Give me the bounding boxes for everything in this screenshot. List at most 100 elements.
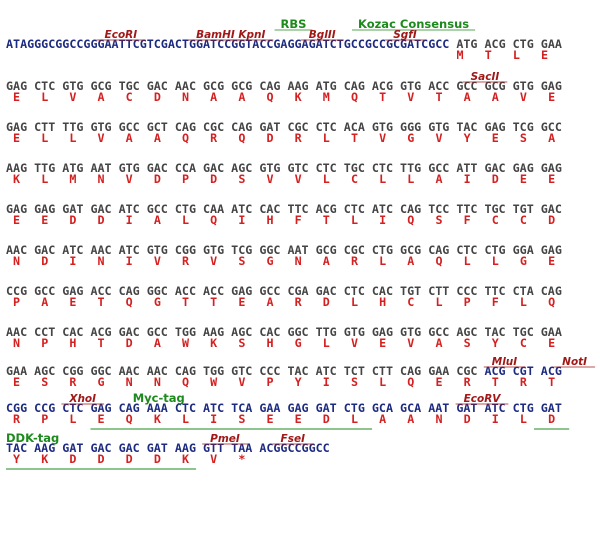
amino-acid: Q xyxy=(548,295,555,309)
amino-acid: M xyxy=(457,48,464,62)
amino-acid: G xyxy=(154,295,161,309)
amino-acid: D xyxy=(69,213,76,227)
amino-acid: T xyxy=(435,90,442,104)
amino-acid: N xyxy=(435,412,442,426)
amino-acid: I xyxy=(464,172,471,186)
amino-acid: C xyxy=(520,336,527,350)
site-label: MluI xyxy=(492,356,518,368)
amino-acid: Q xyxy=(266,90,273,104)
amino-acid: D xyxy=(154,90,161,104)
amino-acid: A xyxy=(464,90,471,104)
amino-acid: V xyxy=(295,172,302,186)
amino-acid: I xyxy=(492,412,499,426)
tag-label: DDK-tag xyxy=(6,431,59,445)
amino-acid: Q xyxy=(407,213,414,227)
amino-acid: D xyxy=(323,412,330,426)
site-label: KpnI xyxy=(238,29,265,41)
amino-acid: S xyxy=(238,412,245,426)
dna-segment: CCG GCC GAG ACC CAG GGC ACC ACC GAG GCC … xyxy=(6,284,562,298)
amino-acid: L xyxy=(351,412,358,426)
amino-acid: V xyxy=(238,375,245,389)
site-label: BamHI xyxy=(196,29,235,41)
amino-acid: V xyxy=(98,131,105,145)
amino-acid: E xyxy=(520,172,527,186)
amino-acid: W xyxy=(182,336,190,350)
amino-acid: T xyxy=(548,375,555,389)
dna-sequence: AAC CCT CAC ACG GAC GCC TGG AAG AGC CAC … xyxy=(6,325,562,339)
amino-acid: E xyxy=(541,48,548,62)
amino-acid: L xyxy=(492,254,499,268)
amino-acid: L xyxy=(407,172,414,186)
amino-acid: D xyxy=(154,452,161,466)
amino-acid: A xyxy=(154,336,161,350)
amino-acid: E xyxy=(548,336,555,350)
amino-acid: D xyxy=(492,172,499,186)
amino-acid: A xyxy=(323,254,330,268)
dna-segment: CGG CCG CTC GAG CAG AAA CTC ATC TCA GAA … xyxy=(6,401,562,415)
amino-acid: Q xyxy=(407,375,414,389)
amino-acid: E xyxy=(548,90,555,104)
amino-acid: A xyxy=(548,131,555,145)
amino-acid: I xyxy=(238,213,245,227)
amino-acid: A xyxy=(435,336,442,350)
site-label: BglII xyxy=(309,29,336,41)
amino-acid: N xyxy=(182,90,189,104)
amino-acid: G xyxy=(407,131,414,145)
dna-sequence: GAG CTT TTG GTG GCC GCT CAG CGC CAG GAT … xyxy=(6,120,562,134)
dna-segment: ATG ACG CTG GAA xyxy=(449,37,562,51)
amino-acid: L xyxy=(323,336,330,350)
dna-sequence: GAG CTC GTG GCG TGC GAC AAC GCG GCG CAG … xyxy=(6,79,562,93)
amino-acid: M xyxy=(323,90,330,104)
amino-acid: T xyxy=(182,295,189,309)
amino-acid: T xyxy=(492,375,499,389)
amino-acid: D xyxy=(126,452,133,466)
dna-sequence: GAG GAG GAT GAC ATC GCC CTG CAA ATC CAC … xyxy=(6,202,562,216)
amino-acid: P xyxy=(464,295,471,309)
amino-acid: L xyxy=(41,172,48,186)
amino-acid: L xyxy=(323,172,330,186)
dna-segment: AAG TTG ATG AAT GTG GAC CCA GAC AGC GTG … xyxy=(6,161,562,175)
amino-acid: K xyxy=(182,452,189,466)
amino-acid: E xyxy=(69,295,76,309)
amino-acid: L xyxy=(182,412,189,426)
site-label: EcoRV xyxy=(464,393,502,405)
amino-acid: R xyxy=(295,295,303,309)
amino-acid: L xyxy=(41,131,48,145)
dna-sequence: CCG GCC GAG ACC CAG GGC ACC ACC GAG GCC … xyxy=(6,284,562,298)
amino-acid: S xyxy=(41,375,48,389)
amino-acid: Q xyxy=(182,375,189,389)
amino-acid: L xyxy=(520,412,527,426)
amino-acid: D xyxy=(126,336,133,350)
amino-acid: R xyxy=(520,375,528,389)
amino-acid: Q xyxy=(126,295,133,309)
site-label: NotI xyxy=(562,356,587,368)
amino-acid: R xyxy=(69,375,77,389)
amino-acid: D xyxy=(548,412,555,426)
amino-acid: V xyxy=(435,131,442,145)
amino-acid: I xyxy=(126,254,133,268)
amino-acid: E xyxy=(98,412,105,426)
amino-acid: L xyxy=(351,295,358,309)
amino-acid: D xyxy=(548,213,555,227)
amino-acid: L xyxy=(435,295,442,309)
amino-acid: C xyxy=(126,90,133,104)
amino-acid: C xyxy=(351,172,358,186)
site-label: EcoRI xyxy=(105,29,138,41)
amino-acid: K xyxy=(210,336,217,350)
amino-acid: E xyxy=(13,90,20,104)
amino-acid: E xyxy=(548,254,555,268)
dna-sequence: AAG TTG ATG AAT GTG GAC CCA GAC AGC GTG … xyxy=(6,161,562,175)
amino-acid: Q xyxy=(435,254,442,268)
amino-acid: K xyxy=(13,172,20,186)
amino-acid: V xyxy=(69,90,76,104)
amino-acid: S xyxy=(351,375,358,389)
amino-acid: P xyxy=(266,375,273,389)
amino-acid: N xyxy=(13,254,20,268)
amino-acid: Y xyxy=(295,375,302,389)
amino-acid: D xyxy=(69,452,76,466)
amino-acid: Q xyxy=(210,213,217,227)
amino-acid: P xyxy=(182,172,189,186)
amino-acid: H xyxy=(266,213,273,227)
amino-acid: V xyxy=(266,172,273,186)
